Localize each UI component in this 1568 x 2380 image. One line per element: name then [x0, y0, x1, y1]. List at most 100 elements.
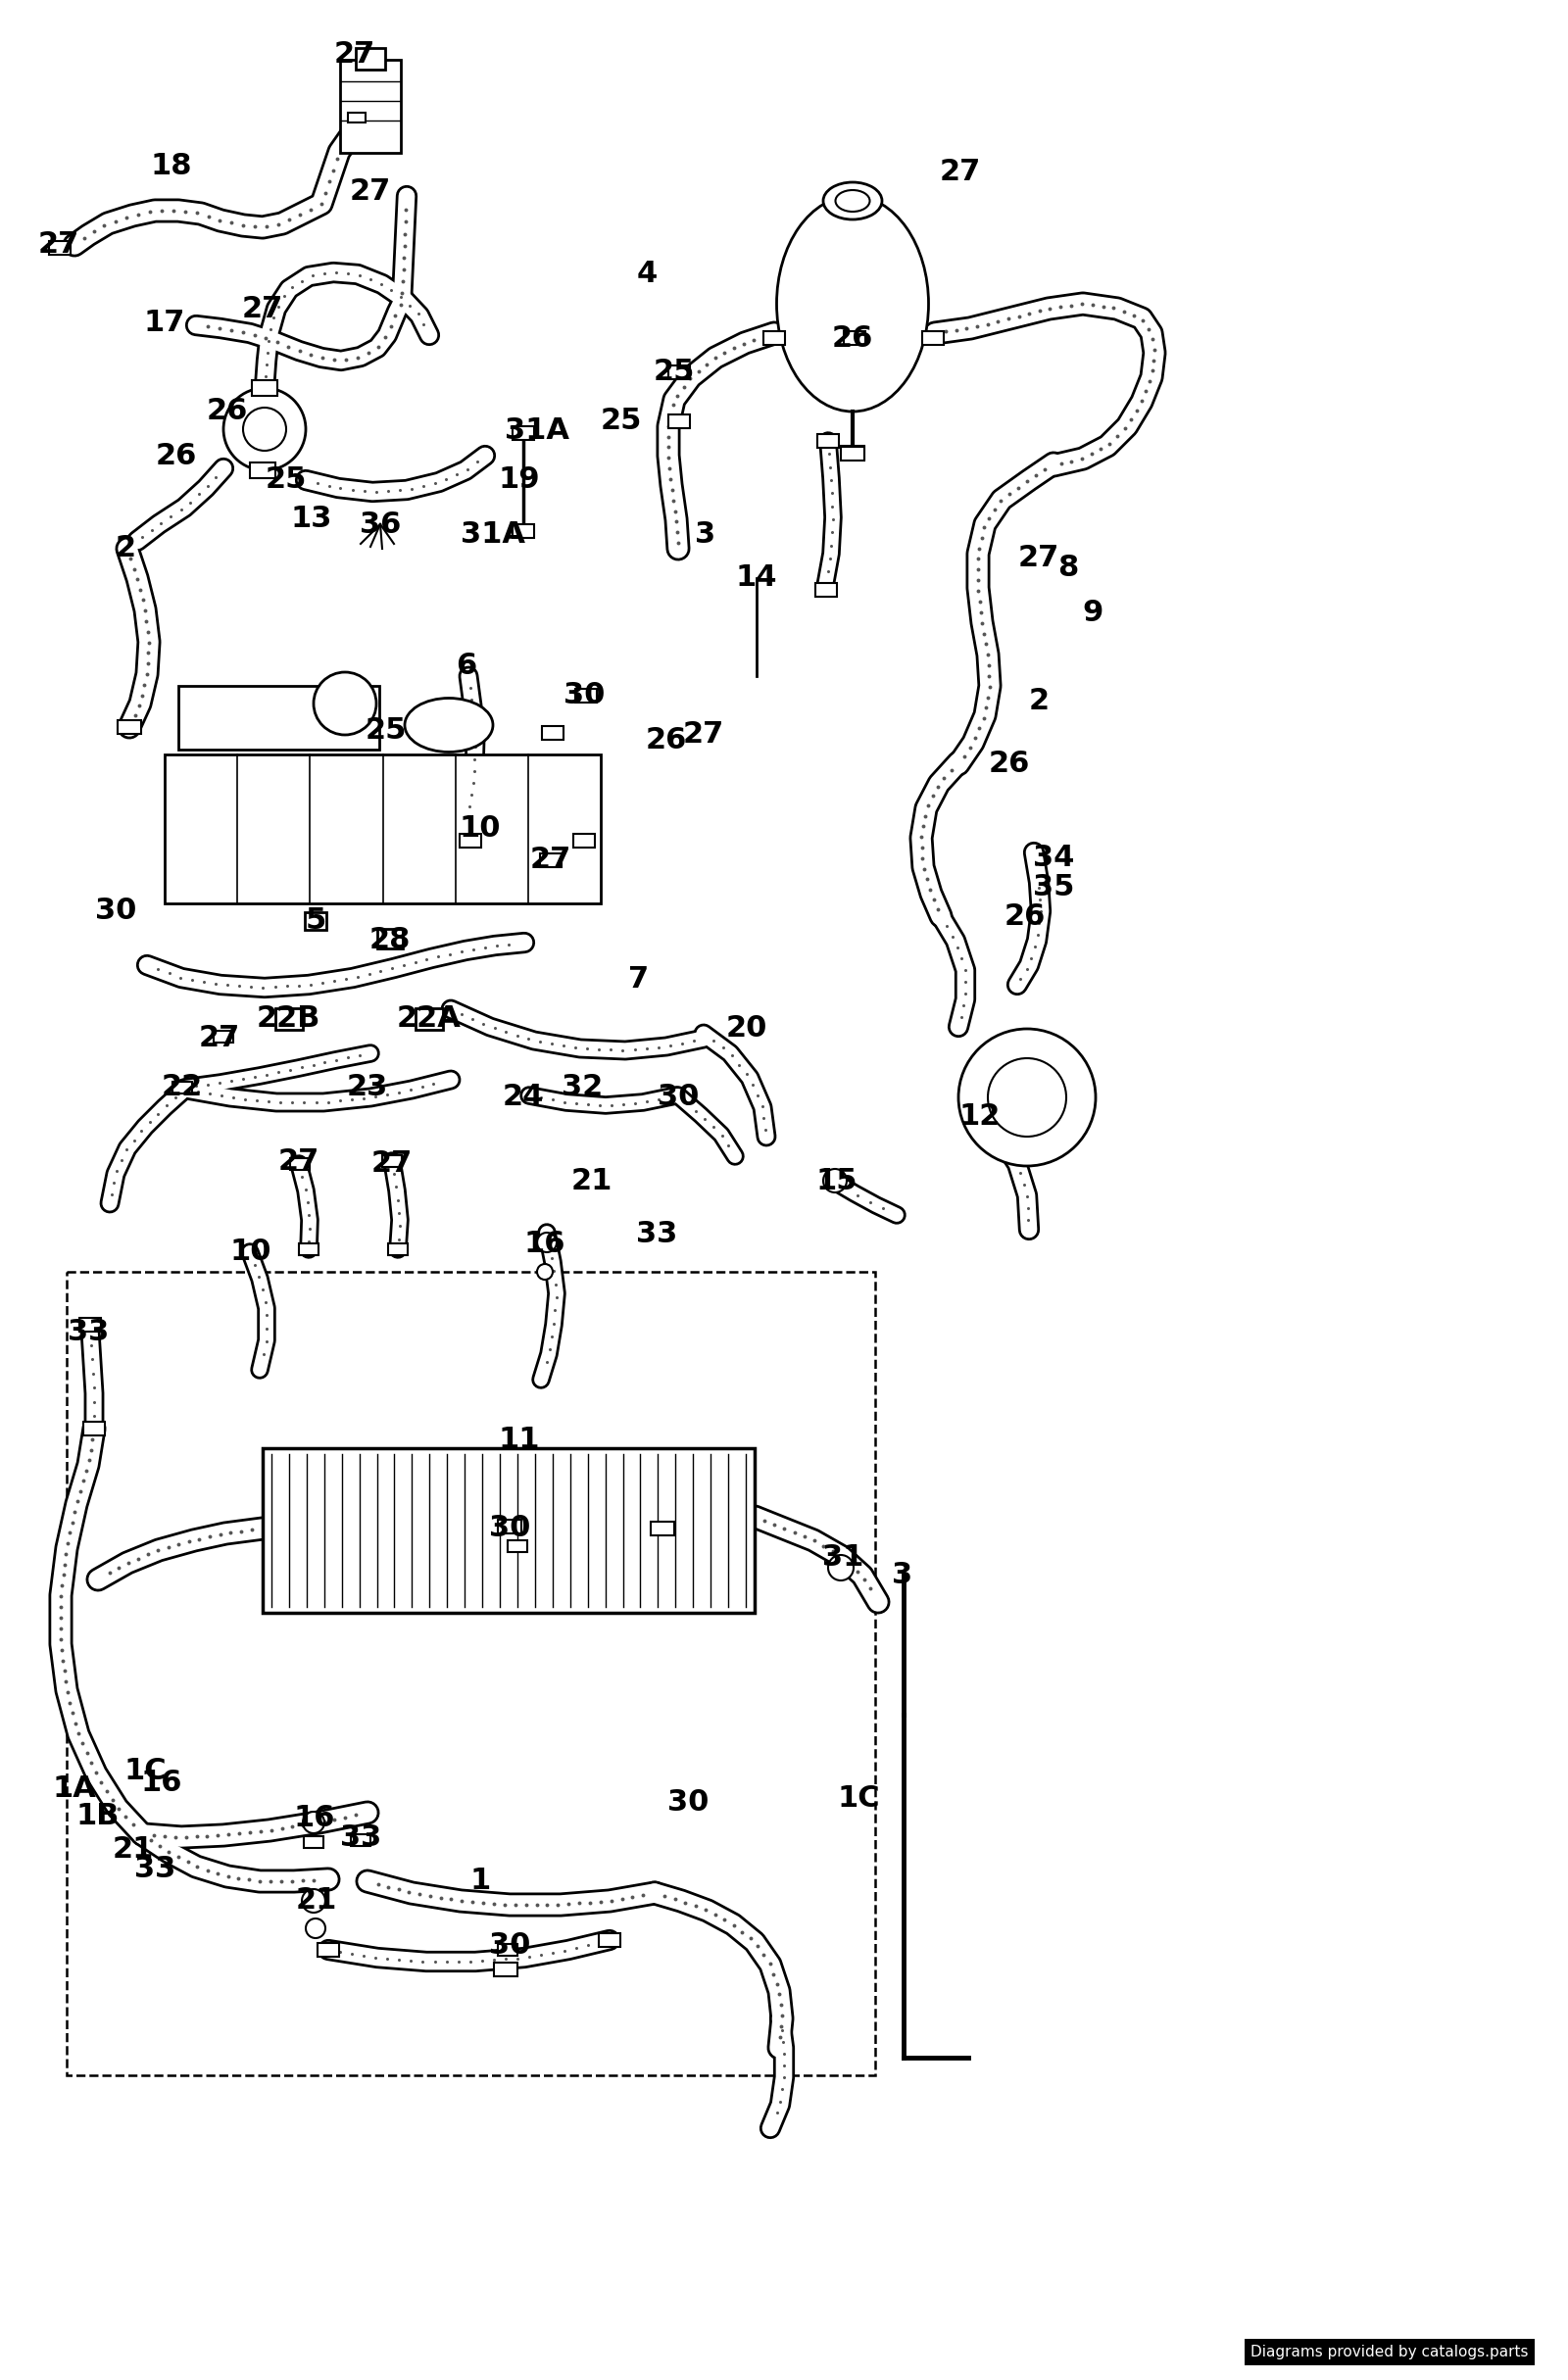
Text: 21: 21 — [113, 1835, 154, 1864]
Text: 30: 30 — [489, 1514, 530, 1542]
Bar — [499, 1944, 517, 1956]
Text: 19: 19 — [499, 466, 541, 495]
Bar — [513, 524, 535, 538]
Text: 4: 4 — [637, 259, 657, 288]
Text: 24: 24 — [503, 1083, 544, 1111]
Bar — [80, 1319, 100, 1330]
Bar — [499, 1518, 521, 1533]
Text: 25: 25 — [265, 466, 307, 495]
Bar — [249, 462, 276, 478]
Text: 31: 31 — [822, 1545, 864, 1573]
Bar — [172, 1083, 191, 1092]
Text: 33: 33 — [637, 1221, 677, 1249]
Bar — [66, 1271, 875, 2075]
Bar — [348, 112, 365, 124]
Text: 10: 10 — [459, 814, 502, 843]
Text: 22A: 22A — [397, 1004, 461, 1033]
Bar — [815, 583, 837, 597]
Circle shape — [823, 1169, 847, 1192]
Bar — [179, 685, 379, 750]
Bar — [165, 754, 601, 904]
Text: 32: 32 — [561, 1073, 602, 1102]
Text: 31A: 31A — [505, 416, 569, 445]
Text: 27: 27 — [939, 157, 982, 186]
Text: 33: 33 — [135, 1856, 176, 1883]
Text: 12: 12 — [960, 1102, 1000, 1130]
Text: 11: 11 — [499, 1426, 541, 1454]
Text: 2: 2 — [1029, 685, 1049, 714]
Text: 20: 20 — [726, 1014, 767, 1042]
Bar — [844, 331, 866, 345]
Bar — [389, 1242, 408, 1254]
Text: 22B: 22B — [256, 1004, 320, 1033]
Text: 15: 15 — [815, 1166, 858, 1195]
Bar — [356, 48, 386, 69]
Text: 26: 26 — [1005, 902, 1046, 931]
Bar — [764, 331, 786, 345]
Text: 26: 26 — [207, 397, 248, 426]
Text: 1C: 1C — [124, 1756, 166, 1785]
Bar — [840, 447, 864, 462]
Bar — [304, 912, 326, 931]
Text: 27: 27 — [350, 176, 390, 205]
Text: 35: 35 — [1033, 873, 1074, 902]
Bar — [817, 436, 839, 447]
Bar — [459, 835, 481, 847]
Text: 27: 27 — [241, 295, 284, 324]
Text: 13: 13 — [292, 505, 332, 533]
Bar — [508, 1540, 527, 1552]
Text: 1: 1 — [470, 1866, 491, 1894]
Text: 28: 28 — [370, 926, 411, 954]
Text: 27: 27 — [199, 1023, 240, 1052]
Circle shape — [303, 1811, 325, 1833]
Text: 18: 18 — [151, 152, 193, 181]
Circle shape — [314, 671, 376, 735]
Text: 21: 21 — [571, 1166, 613, 1195]
Text: 27: 27 — [1018, 545, 1060, 574]
Bar — [668, 367, 690, 378]
Text: 27: 27 — [372, 1150, 412, 1178]
Bar — [574, 835, 594, 847]
Bar — [599, 1933, 621, 1947]
Ellipse shape — [836, 190, 870, 212]
Bar — [416, 1009, 444, 1031]
Text: 1B: 1B — [77, 1802, 119, 1830]
Text: 17: 17 — [144, 309, 185, 338]
Text: 26: 26 — [646, 726, 687, 754]
Text: 25: 25 — [654, 357, 695, 386]
Text: 27: 27 — [530, 845, 571, 873]
Text: 30: 30 — [668, 1790, 709, 1816]
Bar — [276, 1009, 303, 1031]
Circle shape — [536, 1233, 557, 1252]
Text: 27: 27 — [334, 40, 375, 69]
Circle shape — [988, 1059, 1066, 1138]
Bar — [383, 1154, 401, 1166]
Bar — [299, 1242, 318, 1254]
Bar — [252, 381, 278, 395]
Bar — [543, 726, 563, 740]
Bar — [340, 60, 401, 152]
Circle shape — [306, 1918, 326, 1937]
Bar — [840, 445, 864, 459]
Circle shape — [536, 1264, 552, 1280]
Bar — [378, 928, 403, 950]
Text: 33: 33 — [67, 1319, 108, 1347]
Text: Diagrams provided by catalogs.parts: Diagrams provided by catalogs.parts — [1251, 2344, 1529, 2359]
Circle shape — [224, 388, 306, 471]
Circle shape — [301, 1890, 326, 1914]
Circle shape — [828, 1554, 853, 1580]
Text: 1C: 1C — [837, 1783, 880, 1811]
Text: 26: 26 — [833, 324, 873, 352]
Bar — [494, 1964, 517, 1975]
Text: 26: 26 — [155, 440, 198, 469]
Text: 30: 30 — [96, 897, 136, 926]
Text: 16: 16 — [141, 1768, 182, 1797]
Text: 14: 14 — [735, 564, 778, 593]
Ellipse shape — [776, 195, 928, 412]
Bar — [290, 1159, 310, 1171]
Ellipse shape — [405, 697, 492, 752]
Text: 10: 10 — [230, 1238, 271, 1266]
Bar — [49, 240, 71, 255]
Bar — [263, 1447, 754, 1614]
Text: 2: 2 — [114, 536, 136, 564]
